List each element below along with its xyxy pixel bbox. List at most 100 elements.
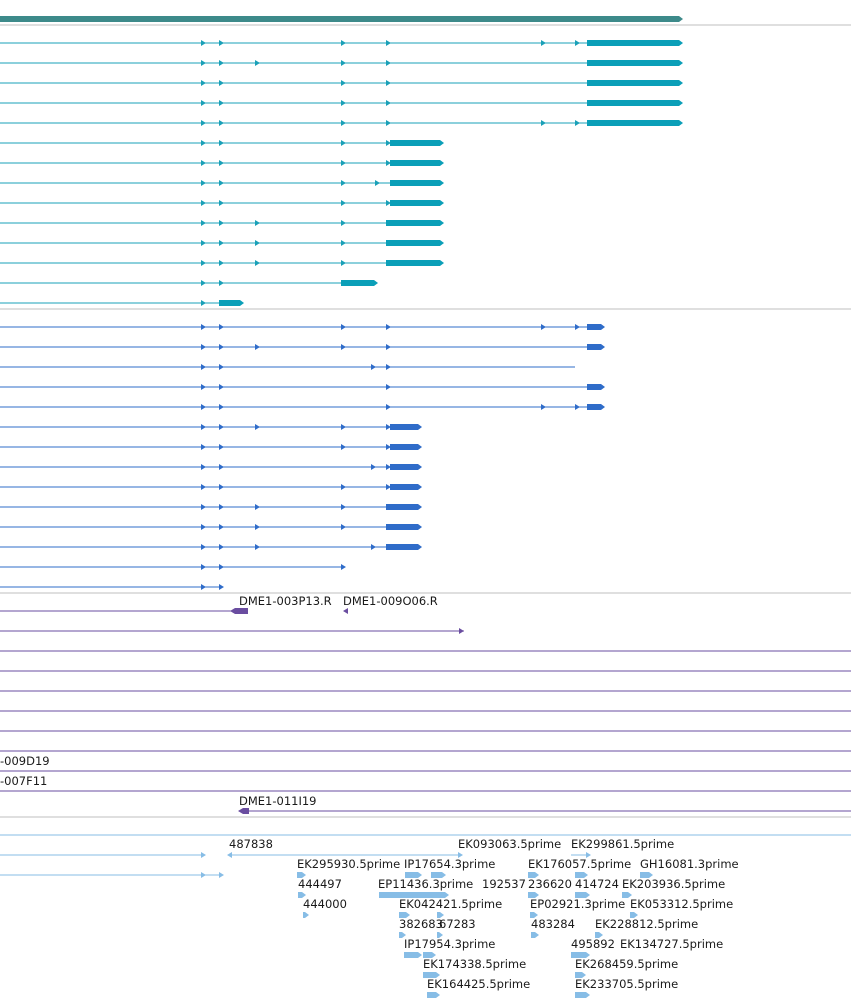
est-label[interactable]: 487838 — [229, 837, 273, 851]
est-label[interactable]: 483284 — [531, 917, 575, 931]
exon-block[interactable] — [390, 200, 444, 206]
est-label[interactable]: EK164425.5prime — [427, 977, 530, 991]
exon-block[interactable] — [423, 952, 436, 958]
exon-block[interactable] — [587, 344, 605, 350]
exon-block[interactable] — [528, 892, 539, 898]
exon-block[interactable] — [404, 952, 422, 958]
clone-label[interactable]: DME1-003P13.R — [239, 594, 332, 608]
est-label[interactable]: EK174338.5prime — [423, 957, 526, 971]
exon-block[interactable] — [341, 280, 378, 286]
exon-block[interactable] — [386, 220, 444, 226]
intron-arrow — [201, 60, 206, 66]
exon-block[interactable] — [303, 912, 309, 918]
est-label[interactable]: EK176057.5prime — [528, 857, 631, 871]
exon-block[interactable] — [386, 504, 422, 510]
est-label[interactable]: EK299861.5prime — [571, 837, 674, 851]
exon-block[interactable] — [528, 872, 539, 878]
exon-block[interactable] — [431, 892, 449, 898]
exon-block[interactable] — [587, 100, 683, 106]
exon-block[interactable] — [640, 872, 653, 878]
est-label[interactable]: 67283 — [439, 917, 476, 931]
est-label[interactable]: EK295930.5prime — [297, 857, 400, 871]
exon-block[interactable] — [399, 932, 406, 938]
exon-block[interactable] — [386, 524, 422, 530]
est-label[interactable]: EK228812.5prime — [595, 917, 698, 931]
exon-block[interactable] — [587, 324, 605, 330]
exon-block[interactable] — [437, 932, 443, 938]
exon-block[interactable] — [587, 60, 683, 66]
exon-block[interactable] — [431, 872, 446, 878]
exon-block[interactable] — [379, 892, 445, 898]
exon-block[interactable] — [386, 260, 444, 266]
intron-arrow — [201, 300, 206, 306]
exon-block[interactable] — [423, 972, 440, 978]
exon-block[interactable] — [587, 80, 683, 86]
intron-arrow — [201, 240, 206, 246]
est-label[interactable]: EK042421.5prime — [399, 897, 502, 911]
est-label[interactable]: EP11436.3prime — [378, 877, 473, 891]
exon-block[interactable] — [595, 932, 603, 938]
exon-block[interactable] — [390, 180, 444, 186]
clone-label[interactable]: -007F11 — [0, 774, 47, 788]
est-label[interactable]: 382683 — [399, 917, 443, 931]
est-label[interactable]: 236620 — [528, 877, 572, 891]
intron-arrow — [371, 464, 376, 470]
exon-block[interactable] — [390, 160, 444, 166]
intron-arrow — [341, 424, 346, 430]
est-label[interactable]: 414724 — [575, 877, 619, 891]
intron-arrow — [371, 544, 376, 550]
est-label[interactable]: EK134727.5prime — [620, 937, 723, 951]
est-label[interactable]: EK203936.5prime — [622, 877, 725, 891]
intron-arrow — [201, 200, 206, 206]
exon-block[interactable] — [298, 892, 306, 898]
exon-block[interactable] — [297, 872, 306, 878]
exon-block[interactable] — [399, 912, 410, 918]
est-label[interactable]: EK093063.5prime — [458, 837, 561, 851]
intron-arrow — [341, 260, 346, 266]
exon-block[interactable] — [0, 16, 683, 22]
exon-block[interactable] — [427, 992, 440, 998]
exon-block[interactable] — [386, 544, 422, 550]
est-label[interactable]: EK233705.5prime — [575, 977, 678, 991]
exon-block[interactable] — [390, 464, 422, 470]
exon-block[interactable] — [575, 972, 586, 978]
exon-block[interactable] — [437, 912, 444, 918]
exon-block[interactable] — [390, 484, 422, 490]
exon-block[interactable] — [575, 872, 588, 878]
exon-block[interactable] — [587, 120, 683, 126]
est-label[interactable]: EK268459.5prime — [575, 957, 678, 971]
clone-label[interactable]: -009D19 — [0, 754, 50, 768]
intron-arrow — [219, 60, 224, 66]
exon-block[interactable] — [390, 444, 422, 450]
est-label[interactable]: 495892 — [571, 937, 615, 951]
exon-block[interactable] — [390, 140, 444, 146]
clone-label[interactable]: DME1-009O06.R — [343, 594, 438, 608]
exon-block[interactable] — [530, 912, 538, 918]
clone-block[interactable] — [230, 608, 248, 614]
exon-block[interactable] — [575, 892, 590, 898]
intron-arrow — [386, 464, 391, 470]
est-label[interactable]: IP17954.3prime — [404, 937, 495, 951]
exon-block[interactable] — [587, 404, 605, 410]
intron-arrow — [219, 180, 224, 186]
clone-block[interactable] — [238, 808, 249, 814]
exon-block[interactable] — [587, 40, 683, 46]
exon-block[interactable] — [630, 912, 638, 918]
est-label[interactable]: IP17654.3prime — [404, 857, 495, 871]
est-label[interactable]: EP02921.3prime — [530, 897, 625, 911]
est-label[interactable]: GH16081.3prime — [640, 857, 739, 871]
est-label[interactable]: 444000 — [303, 897, 347, 911]
est-label[interactable]: 444497 — [298, 877, 342, 891]
exon-block[interactable] — [531, 932, 539, 938]
exon-block[interactable] — [386, 240, 444, 246]
exon-block[interactable] — [571, 952, 590, 958]
exon-block[interactable] — [219, 300, 244, 306]
exon-block[interactable] — [575, 992, 590, 998]
exon-block[interactable] — [622, 892, 632, 898]
est-label[interactable]: EK053312.5prime — [630, 897, 733, 911]
clone-label[interactable]: DME1-011I19 — [239, 794, 317, 808]
exon-block[interactable] — [405, 872, 422, 878]
exon-block[interactable] — [587, 384, 605, 390]
exon-block[interactable] — [390, 424, 422, 430]
est-label[interactable]: 192537 — [482, 877, 526, 891]
